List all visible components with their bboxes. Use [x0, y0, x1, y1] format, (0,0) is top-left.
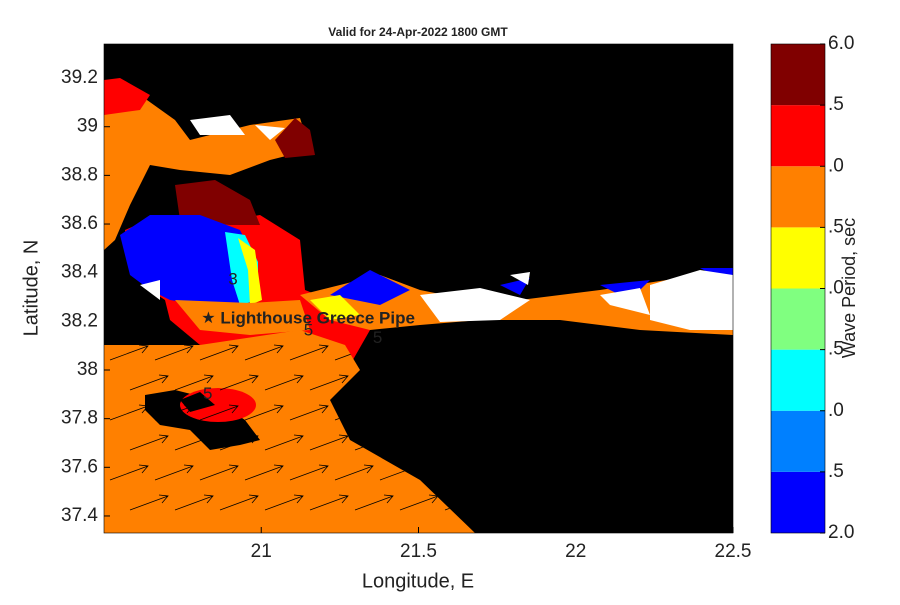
wave-arrow [199, 344, 239, 361]
wave-arrow [154, 344, 194, 361]
sea-region [175, 300, 310, 335]
wave-arrow [219, 374, 259, 391]
star-marker: ★ [201, 310, 215, 327]
x-tick-label: 21.5 [400, 541, 437, 562]
colorbar-band [771, 227, 825, 289]
x-axis-label: Longitude, E [362, 570, 474, 592]
wave-arrow [129, 494, 169, 511]
colorbar-band [771, 166, 825, 228]
map [104, 44, 733, 533]
wave-arrow [154, 404, 194, 421]
colorbar-tick-label: .0 [828, 278, 844, 299]
wave-arrow [154, 464, 194, 481]
sea-region [275, 118, 315, 158]
wave-arrow [354, 494, 394, 511]
wave-arrow [244, 344, 284, 361]
map-annotation: Lighthouse Greece Pipe [220, 308, 415, 327]
title: Valid for 24-Apr-2022 1800 GMT [328, 25, 508, 39]
sea-region [310, 295, 360, 320]
wave-arrow [219, 494, 259, 511]
contour-label: 5 [373, 328, 382, 347]
sea-region [238, 238, 262, 305]
colorbar-band [771, 410, 825, 472]
y-tick-label: 37.8 [61, 408, 98, 429]
no-data [140, 270, 733, 330]
wave-arrow [174, 374, 214, 391]
colorbar-band [771, 288, 825, 350]
wave-arrow [129, 434, 169, 451]
colorbar-tick-label: .5 [828, 94, 844, 115]
wave-arrow [219, 434, 259, 451]
contour-label: 5 [304, 321, 313, 340]
colorbar-band [771, 471, 825, 533]
sea-region [104, 95, 310, 250]
colorbar-tick-label: 2.0 [828, 522, 854, 543]
wave-arrow [244, 404, 284, 421]
no-data [190, 115, 285, 140]
y-tick-label: 38 [77, 359, 98, 380]
colorbar-tick-label: .5 [828, 461, 844, 482]
y-tick-label: 37.4 [61, 505, 98, 526]
colorbar-tick-label: .5 [828, 216, 844, 237]
wave-arrow [289, 404, 329, 421]
y-tick-label: 38.8 [61, 164, 98, 185]
x-tick-label: 22.5 [715, 541, 752, 562]
wave-arrow [109, 404, 149, 421]
colorbar-band [771, 349, 825, 411]
y-tick-label: 37.6 [61, 456, 98, 477]
sea-region [104, 78, 150, 115]
wave-arrow [264, 434, 304, 451]
colorbar-tick-label: 6.0 [828, 33, 854, 54]
wave-arrow [309, 434, 349, 451]
wave-arrow [109, 464, 149, 481]
colorbar-tick-label: .5 [828, 339, 844, 360]
y-axis-label: Latitude, N [20, 240, 42, 337]
wave-arrow [109, 344, 149, 361]
y-tick-label: 38.6 [61, 213, 98, 234]
y-tick-label: 38.4 [61, 262, 98, 283]
sea-region [175, 180, 260, 225]
wave-arrow [244, 464, 284, 481]
colorbar-band [771, 105, 825, 167]
colorbar-band [771, 44, 825, 106]
colorbar-tick-label: .0 [828, 400, 844, 421]
contour-label: 3 [228, 269, 237, 288]
wave-arrow [289, 344, 329, 361]
wave-arrow [264, 494, 304, 511]
colorbar-tick-label: .0 [828, 155, 844, 176]
wave-arrow [309, 494, 349, 511]
x-tick-label: 22 [565, 541, 586, 562]
x-tick-label: 21 [251, 541, 272, 562]
wave-arrow [309, 374, 349, 391]
colorbar-label: Wave Period, sec [839, 218, 859, 358]
y-tick-label: 38.2 [61, 310, 98, 331]
wave-arrow [264, 374, 304, 391]
contour-label: 5 [203, 384, 212, 403]
wave-arrow [174, 434, 214, 451]
y-tick-label: 39.2 [61, 67, 98, 88]
y-tick-label: 39 [77, 116, 98, 137]
wave-arrow [289, 464, 329, 481]
wave-arrow [199, 404, 239, 421]
wave-arrow [199, 464, 239, 481]
wave-arrow [334, 464, 374, 481]
wave-arrow [129, 374, 169, 391]
wave-arrow [174, 494, 214, 511]
sea-region [104, 330, 475, 533]
island [180, 392, 215, 412]
